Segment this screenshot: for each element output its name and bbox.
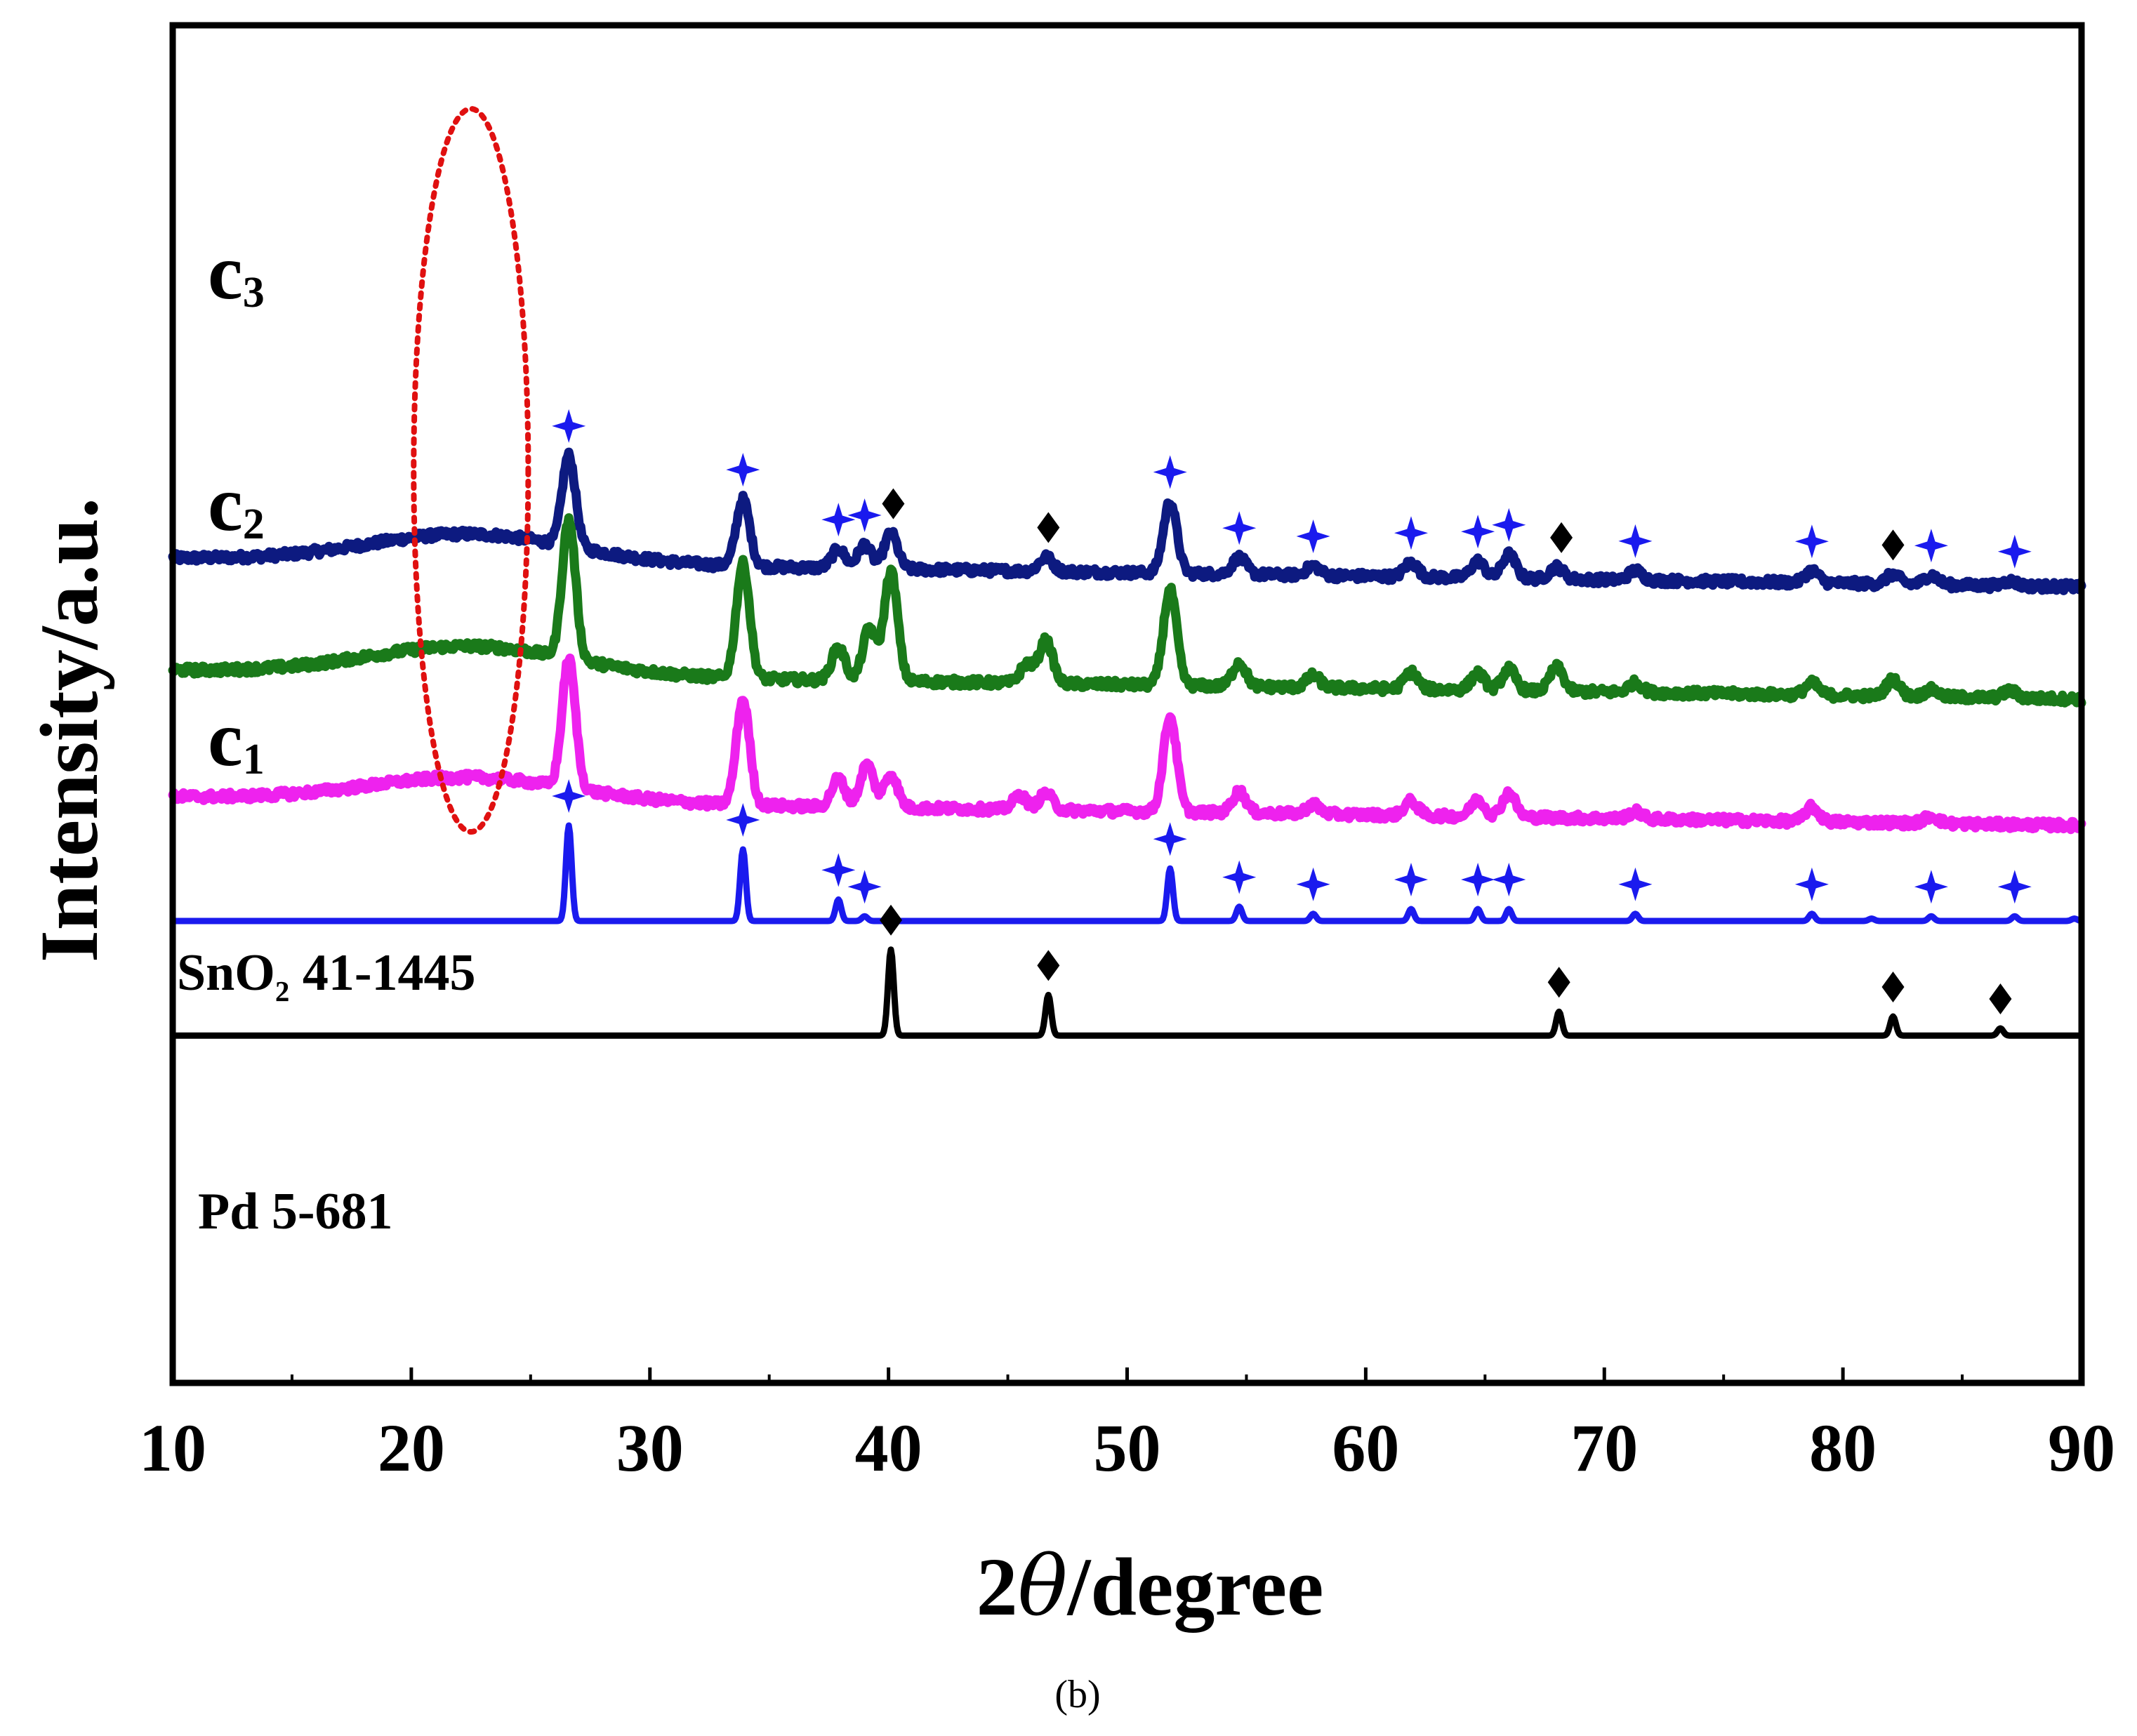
peak-marker-diamond [1550, 522, 1573, 553]
x-tick-label: 70 [1570, 1410, 1638, 1485]
x-tick-label: 80 [1809, 1410, 1877, 1485]
peak-marker-star [726, 803, 760, 837]
peak-marker-star [1296, 519, 1330, 553]
series-label-c2: c2 [208, 460, 265, 548]
peak-marker-star [847, 498, 882, 532]
x-tick-label: 90 [2048, 1410, 2115, 1485]
peak-marker-diamond [1037, 950, 1060, 981]
x-tick-label: 30 [616, 1410, 684, 1485]
x-tick-label: 60 [1332, 1410, 1399, 1485]
highlight-ellipse [411, 106, 531, 835]
peak-marker-star [821, 503, 856, 537]
peak-marker-star [1492, 508, 1526, 542]
series-line-pd-5-681 [169, 946, 2085, 1039]
series-line-c2 [168, 513, 2086, 708]
series-label-layer: c3 c2 c1 SnO2 41-1445 Pd 5-681 [177, 229, 476, 1240]
series-label-c3: c3 [208, 229, 265, 317]
peak-marker-diamond [1037, 512, 1060, 543]
peak-marker-star [1618, 524, 1653, 558]
series-line-sno-41-1445 [169, 822, 2085, 925]
peak-marker-star [1222, 511, 1257, 545]
peak-marker-star [1153, 455, 1187, 489]
peak-marker-star [552, 779, 586, 813]
peak-marker-star [847, 870, 882, 904]
peak-marker-star [1461, 515, 1495, 549]
peak-marker-star [1153, 822, 1187, 856]
peak-marker-diamond [1881, 529, 1905, 561]
peak-marker-diamond [1989, 983, 2012, 1014]
peak-marker-star [1794, 524, 1829, 559]
x-tick-label: 40 [855, 1410, 922, 1485]
peak-marker-diamond [882, 488, 905, 519]
x-axis-title: 2θ/degree [977, 1537, 1324, 1634]
peak-marker-star [1461, 863, 1495, 896]
peak-marker-star [726, 453, 760, 487]
x-tick-label: 10 [139, 1410, 206, 1485]
peak-marker-star [1914, 529, 1948, 563]
x-axis-ticks: 10 20 30 40 50 60 70 80 90 [139, 1367, 2115, 1485]
x-tick-label: 50 [1094, 1410, 1161, 1485]
x-tick-label: 20 [378, 1410, 445, 1485]
panel-label: (b) [1054, 1673, 1100, 1716]
peak-marker-diamond [1547, 967, 1570, 998]
peak-marker-diamond [1881, 972, 1905, 1002]
series-line-c1 [168, 654, 2086, 835]
series-layer [168, 447, 2086, 1039]
series-label-sno-41-1445: SnO2 41-1445 [177, 944, 476, 1007]
series-label-pd-5-681: Pd 5-681 [198, 1183, 393, 1240]
peak-marker-star [821, 853, 856, 887]
peak-marker-star [1618, 867, 1653, 901]
peak-marker-star [1794, 867, 1829, 901]
y-axis-title: Intensity/a.u. [23, 498, 115, 962]
peak-marker-star [1296, 867, 1330, 901]
peak-marker-star [1492, 863, 1526, 896]
peak-marker-star [1997, 534, 2032, 569]
peak-marker-star [1394, 516, 1428, 550]
series-line-c3 [168, 447, 2086, 595]
peak-marker-star [1222, 860, 1257, 894]
series-label-c1: c1 [208, 696, 265, 783]
peak-marker-star [552, 409, 586, 443]
peak-marker-star [1394, 863, 1428, 896]
peak-marker-diamond [880, 904, 903, 936]
peak-marker-star [1997, 870, 2032, 904]
marker-layer [552, 409, 2032, 1014]
peak-marker-star [1914, 870, 1948, 904]
